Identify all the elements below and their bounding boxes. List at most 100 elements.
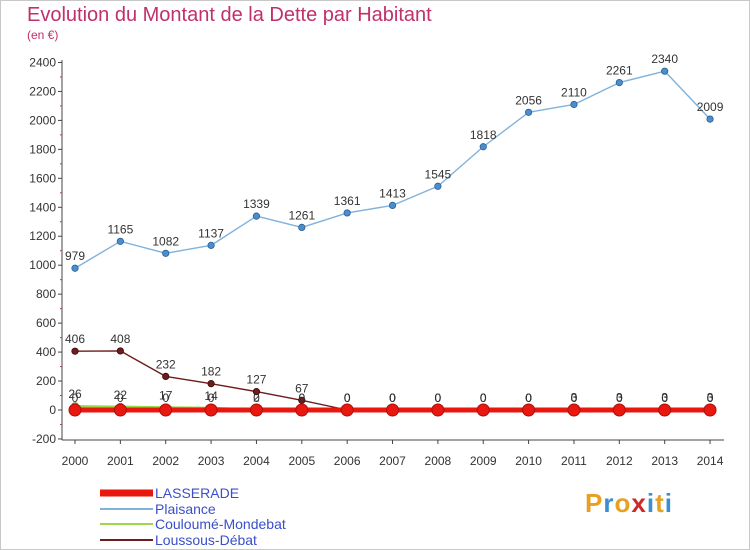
data-label: 14 [204,389,218,403]
x-tick-label: 2004 [243,454,270,468]
series-layer [68,67,717,417]
data-point [116,237,124,245]
data-label: 0 [344,391,351,405]
legend-label: Loussous-Débat [155,532,257,548]
data-point [204,403,218,417]
data-label: 1545 [425,167,452,181]
x-tick-label: 2007 [379,454,406,468]
y-tick-label: 600 [36,316,56,330]
data-label: 0 [389,391,396,405]
y-tick-label: 2200 [29,84,56,98]
data-label: 0 [344,391,351,405]
data-label: 0 [435,391,442,405]
x-tick-label: 2003 [198,454,225,468]
logo-letter: t [655,488,665,518]
y-tick-label: 800 [36,287,56,301]
y-tick-label: 1200 [29,229,56,243]
data-label: 3 [661,391,668,405]
data-point [252,212,261,220]
proxiti-logo: Proxiti [585,488,673,519]
data-point [388,201,397,209]
y-axis: -200 0 200 400 600 800 1000 1200 1400 1600 1800 200… [29,55,63,446]
y-tick-label: 2400 [29,55,56,69]
x-tick-label: 2008 [425,454,452,468]
data-point [522,403,536,417]
y-tick-label: 1000 [29,258,56,272]
x-tick-label: 2012 [606,454,633,468]
data-point [207,241,215,249]
x-tick-label: 2006 [334,454,361,468]
data-label: 408 [110,332,130,346]
data-point [162,249,170,257]
data-point [706,115,714,123]
data-label: 0 [480,391,487,405]
data-point [71,347,79,355]
data-point [612,403,626,417]
data-point [295,403,309,417]
data-point [431,403,445,417]
data-label: 0 [525,391,532,405]
x-axis: 2000 2001 2002 2003 2004 2005 2006 2007 2008 2009… [62,439,725,468]
data-label: 0 [616,391,623,405]
logo-letter: x [631,488,647,518]
data-label: 0 [571,391,578,405]
data-label: 0 [707,391,714,405]
chart-subtitle: (en €) [27,28,59,42]
data-label: 2340 [651,52,678,66]
data-label: 0 [480,391,487,405]
data-point [476,403,490,417]
data-label: 0 [661,391,668,405]
data-label: 182 [201,365,221,379]
data-label: 1137 [198,226,224,240]
data-label: 0 [435,391,442,405]
data-point [703,403,717,417]
data-label: 0 [344,391,351,405]
data-label: 0 [435,391,442,405]
data-point [434,182,442,190]
data-label: 0 [117,391,124,405]
data-label: 1818 [470,128,497,142]
y-tick-label: 400 [36,345,56,359]
data-label: 2 [253,391,260,405]
data-label: 2056 [515,93,542,107]
x-tick-label: 2014 [697,454,724,468]
data-label: 0 [298,391,305,405]
data-point [386,403,400,417]
x-tick-label: 2009 [470,454,497,468]
data-label: 3 [571,391,578,405]
data-label: 1413 [379,186,406,200]
data-point [479,143,487,151]
data-label: 0 [253,391,260,405]
data-point [116,347,124,355]
data-point [615,79,623,87]
y-tick-label: 1800 [29,142,56,156]
data-label: 26 [68,387,82,401]
data-label: 406 [65,332,85,346]
data-label: 1082 [152,234,179,248]
data-point [658,403,672,417]
y-tick-label: 0 [49,403,56,417]
data-point [113,403,127,417]
x-tick-label: 2002 [152,454,179,468]
data-label: 0 [661,391,668,405]
data-label: 22 [114,388,128,402]
data-label: 3 [616,391,623,405]
x-tick-label: 2001 [107,454,134,468]
data-label: 0 [707,391,714,405]
x-tick-label: 2010 [515,454,542,468]
data-label: 0 [298,391,305,405]
data-label: 0 [389,391,396,405]
data-point [207,380,215,388]
data-labels: 0 0 0 0 0 0 0 0 0 0 0 0 0 0 0 979 1165 1082 1137 1339 1261 13… [65,52,724,405]
data-label: 0 [208,391,215,405]
y-tick-label: 1600 [29,171,56,185]
logo-letter: r [603,488,615,518]
data-point [249,403,263,417]
data-point [71,264,79,272]
data-label: 0 [162,391,169,405]
data-label: 2261 [606,64,633,78]
data-label: 0 [616,391,623,405]
data-point [252,388,261,396]
data-label: 979 [65,249,85,263]
